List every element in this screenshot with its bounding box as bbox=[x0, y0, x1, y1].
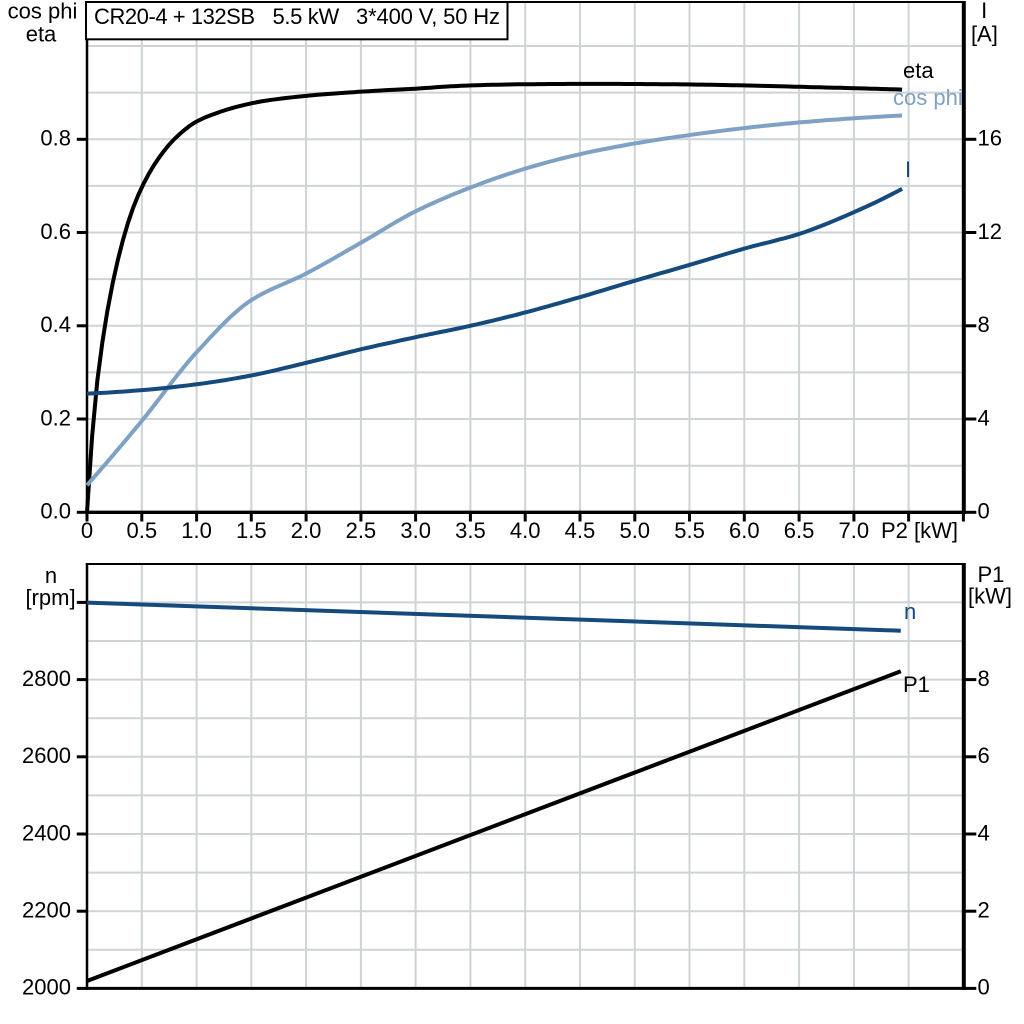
svg-text:3*400 V, 50 Hz: 3*400 V, 50 Hz bbox=[356, 4, 500, 29]
svg-text:4.0: 4.0 bbox=[510, 518, 541, 543]
svg-text:[A]: [A] bbox=[971, 22, 998, 47]
svg-text:P1: P1 bbox=[978, 562, 1005, 587]
svg-text:16: 16 bbox=[978, 126, 1002, 151]
svg-text:0.2: 0.2 bbox=[40, 405, 71, 430]
svg-text:6.0: 6.0 bbox=[729, 518, 760, 543]
svg-text:[kW]: [kW] bbox=[968, 584, 1012, 609]
svg-text:n: n bbox=[904, 599, 916, 624]
svg-text:4: 4 bbox=[978, 405, 990, 430]
svg-text:2600: 2600 bbox=[22, 743, 71, 768]
svg-text:12: 12 bbox=[978, 219, 1002, 244]
svg-text:eta: eta bbox=[903, 58, 934, 83]
svg-text:n: n bbox=[45, 563, 57, 588]
svg-text:1.0: 1.0 bbox=[181, 518, 212, 543]
svg-text:0: 0 bbox=[81, 518, 93, 543]
svg-text:0.6: 0.6 bbox=[40, 219, 71, 244]
svg-text:6: 6 bbox=[978, 743, 990, 768]
svg-text:2.0: 2.0 bbox=[291, 518, 322, 543]
svg-text:4.5: 4.5 bbox=[565, 518, 596, 543]
svg-text:I: I bbox=[905, 157, 911, 182]
svg-text:5.5: 5.5 bbox=[674, 518, 705, 543]
svg-text:P1: P1 bbox=[903, 672, 930, 697]
svg-text:1.5: 1.5 bbox=[236, 518, 267, 543]
svg-text:7.0: 7.0 bbox=[839, 518, 870, 543]
svg-text:2: 2 bbox=[978, 898, 990, 923]
svg-text:4: 4 bbox=[978, 820, 990, 845]
svg-text:8: 8 bbox=[978, 666, 990, 691]
svg-text:2200: 2200 bbox=[22, 898, 71, 923]
svg-text:cos phi: cos phi bbox=[8, 0, 78, 24]
svg-text:[rpm]: [rpm] bbox=[25, 585, 75, 610]
svg-text:0.4: 0.4 bbox=[40, 312, 71, 337]
svg-text:eta: eta bbox=[26, 22, 57, 47]
svg-text:2800: 2800 bbox=[22, 666, 71, 691]
svg-text:0.8: 0.8 bbox=[40, 126, 71, 151]
svg-text:5.0: 5.0 bbox=[619, 518, 650, 543]
svg-text:5.5 kW: 5.5 kW bbox=[273, 4, 340, 29]
svg-text:0.5: 0.5 bbox=[126, 518, 157, 543]
svg-text:2400: 2400 bbox=[22, 820, 71, 845]
svg-text:CR20-4 + 132SB: CR20-4 + 132SB bbox=[94, 4, 255, 29]
svg-text:8: 8 bbox=[978, 312, 990, 337]
svg-text:6.5: 6.5 bbox=[784, 518, 815, 543]
svg-text:3.5: 3.5 bbox=[455, 518, 486, 543]
svg-text:0: 0 bbox=[978, 499, 990, 524]
svg-text:cos phi: cos phi bbox=[893, 85, 963, 110]
svg-text:2.5: 2.5 bbox=[346, 518, 377, 543]
svg-text:2000: 2000 bbox=[22, 975, 71, 1000]
svg-text:3.0: 3.0 bbox=[400, 518, 431, 543]
svg-text:0: 0 bbox=[978, 975, 990, 1000]
svg-text:I: I bbox=[981, 0, 987, 23]
svg-text:0.0: 0.0 bbox=[40, 499, 71, 524]
svg-text:P2 [kW]: P2 [kW] bbox=[881, 518, 958, 543]
